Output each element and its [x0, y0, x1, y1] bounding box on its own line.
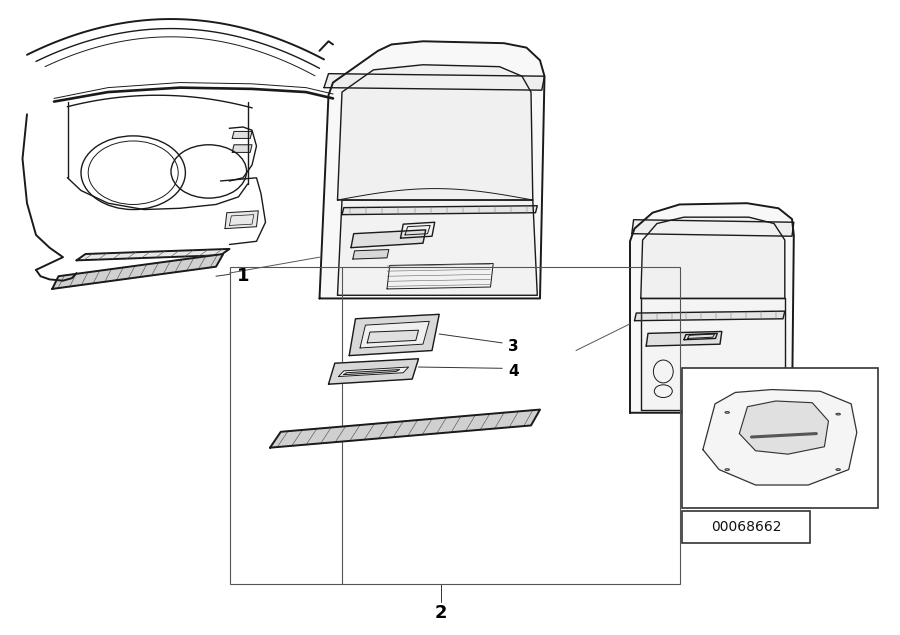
Polygon shape — [342, 206, 537, 215]
Text: 00068662: 00068662 — [711, 520, 781, 534]
Polygon shape — [52, 254, 223, 289]
Polygon shape — [338, 200, 537, 295]
Polygon shape — [76, 249, 230, 260]
Polygon shape — [703, 389, 857, 485]
Ellipse shape — [725, 469, 729, 471]
Polygon shape — [641, 298, 785, 410]
Polygon shape — [740, 401, 829, 454]
Polygon shape — [360, 321, 429, 348]
Polygon shape — [634, 311, 785, 321]
Polygon shape — [328, 359, 418, 384]
Bar — [682, 511, 810, 543]
Bar — [682, 368, 878, 508]
Polygon shape — [351, 230, 426, 248]
Bar — [230, 267, 680, 584]
Polygon shape — [630, 203, 794, 413]
Polygon shape — [232, 145, 252, 152]
Polygon shape — [349, 314, 439, 356]
Polygon shape — [632, 220, 794, 236]
Polygon shape — [232, 131, 252, 138]
Text: 2: 2 — [435, 604, 447, 622]
Text: 1: 1 — [237, 267, 249, 285]
Ellipse shape — [725, 411, 729, 413]
Polygon shape — [338, 367, 409, 377]
Text: 4: 4 — [508, 364, 519, 379]
Polygon shape — [367, 330, 419, 343]
Polygon shape — [324, 74, 544, 90]
Ellipse shape — [836, 413, 841, 415]
Polygon shape — [344, 370, 400, 375]
Polygon shape — [320, 41, 544, 298]
Polygon shape — [270, 410, 540, 448]
Polygon shape — [225, 211, 258, 229]
Ellipse shape — [836, 469, 841, 471]
Polygon shape — [338, 65, 533, 200]
Polygon shape — [646, 331, 722, 346]
Text: 3: 3 — [508, 338, 519, 354]
Polygon shape — [641, 217, 785, 298]
Polygon shape — [353, 250, 389, 259]
